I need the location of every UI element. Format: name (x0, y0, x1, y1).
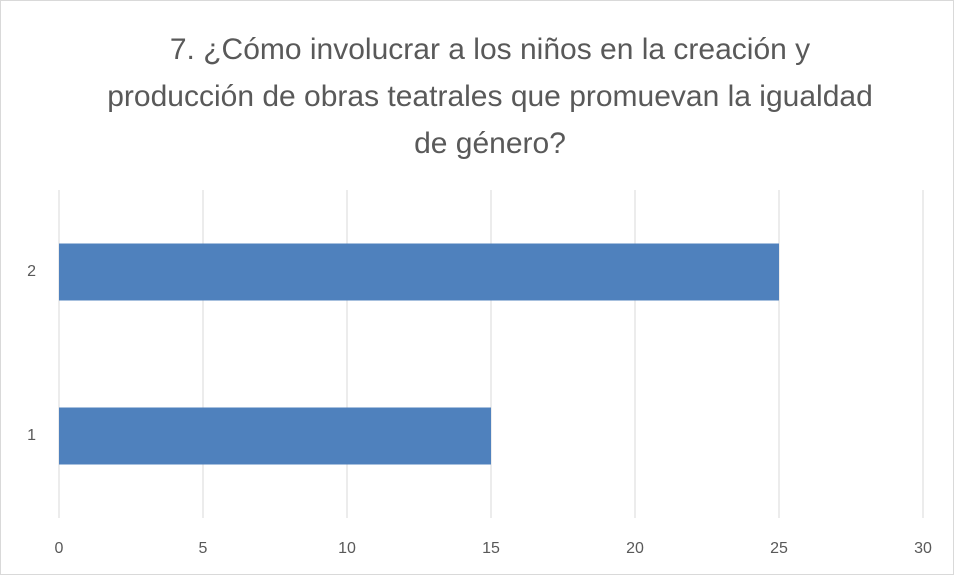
chart-title: 7. ¿Cómo involucrar a los niños en la cr… (107, 33, 873, 160)
x-tick-label: 30 (914, 540, 932, 557)
x-tick-label: 25 (770, 540, 788, 557)
bar (59, 243, 779, 301)
x-tick-label: 10 (338, 540, 356, 557)
y-tick-label: 1 (27, 427, 36, 444)
y-tick-label: 2 (27, 263, 36, 280)
bar (59, 407, 491, 465)
x-tick-label: 20 (626, 540, 644, 557)
x-tick-label: 0 (55, 540, 64, 557)
x-tick-label: 15 (482, 540, 500, 557)
x-tick-label: 5 (199, 540, 208, 557)
